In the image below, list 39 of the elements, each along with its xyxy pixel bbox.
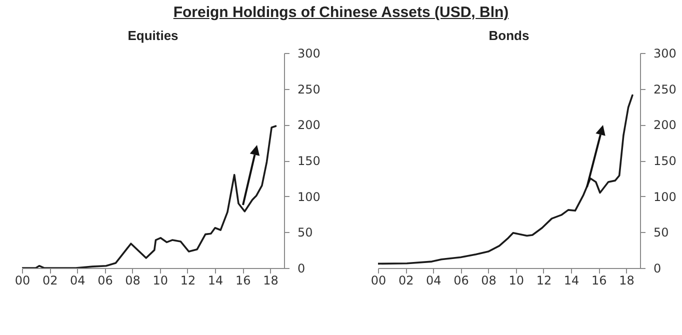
x-tick-label: 10 xyxy=(508,274,524,288)
y-tick-label: 0 xyxy=(654,262,662,276)
x-tick-label: 12 xyxy=(180,274,196,288)
y-tick-label: 0 xyxy=(298,262,306,276)
x-tick-label: 08 xyxy=(125,274,140,288)
y-tick-label: 50 xyxy=(654,226,669,240)
x-tick-label: 04 xyxy=(70,274,86,288)
y-tick-label: 300 xyxy=(654,46,676,60)
x-tick-label: 16 xyxy=(235,274,251,288)
x-tick-label: 00 xyxy=(14,274,30,288)
x-tick-label: 02 xyxy=(398,274,414,288)
y-tick-label: 50 xyxy=(298,226,313,240)
x-tick-label: 18 xyxy=(619,274,634,288)
x-tick-label: 16 xyxy=(591,274,607,288)
y-tick-label: 200 xyxy=(654,118,676,132)
x-tick-label: 02 xyxy=(42,274,58,288)
y-tick-label: 100 xyxy=(654,190,676,204)
y-tick-label: 100 xyxy=(298,190,320,204)
x-tick-label: 14 xyxy=(208,274,224,288)
line-series xyxy=(378,94,634,265)
x-tick-label: 00 xyxy=(370,274,386,288)
y-tick-label: 150 xyxy=(654,154,676,168)
x-tick-label: 06 xyxy=(98,274,113,288)
x-tick-label: 18 xyxy=(263,274,278,288)
y-tick-label: 200 xyxy=(298,118,320,132)
y-tick-label: 150 xyxy=(298,154,320,168)
x-tick-label: 14 xyxy=(564,274,580,288)
x-tick-label: 06 xyxy=(454,274,469,288)
y-tick-label: 250 xyxy=(298,82,320,96)
x-tick-label: 04 xyxy=(426,274,442,288)
y-tick-label: 250 xyxy=(654,82,676,96)
x-tick-label: 08 xyxy=(481,274,496,288)
chart-title: Equities xyxy=(128,28,178,43)
x-tick-label: 12 xyxy=(536,274,552,288)
chart-title: Bonds xyxy=(488,28,530,43)
line-series xyxy=(22,125,277,268)
text: Foreign Holdings of Chinese Assets (USD, Bln) xyxy=(172,4,510,21)
y-tick-label: 300 xyxy=(298,46,320,60)
x-tick-label: 10 xyxy=(152,274,168,288)
